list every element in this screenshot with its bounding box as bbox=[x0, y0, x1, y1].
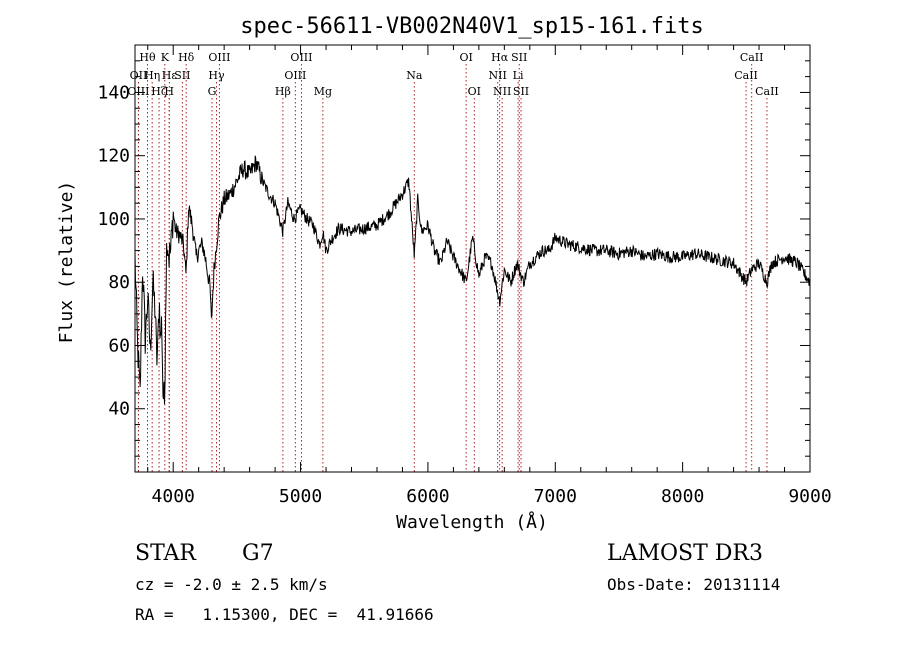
spectral-line-label: SII bbox=[513, 85, 529, 98]
spectral-line-label: Hθ bbox=[139, 51, 156, 64]
spectral-line-label: Hγ bbox=[208, 69, 225, 82]
y-tick-label: 60 bbox=[108, 335, 130, 356]
y-axis-label: Flux (relative) bbox=[56, 181, 77, 344]
x-tick-label: 8000 bbox=[661, 486, 704, 507]
object-class: STAR bbox=[135, 541, 197, 566]
spectral-line-label: CaII bbox=[755, 85, 779, 98]
spectral-line-label: Hβ bbox=[275, 85, 291, 98]
x-tick-label: 4000 bbox=[152, 486, 195, 507]
y-tick-label: 40 bbox=[108, 399, 130, 420]
spectral-line-label: OI bbox=[459, 51, 472, 64]
survey-name: LAMOST DR3 bbox=[607, 541, 763, 566]
spectral-line-label: OIII bbox=[208, 51, 230, 64]
spectral-line-label: H bbox=[164, 85, 174, 98]
spectral-line-label: OII bbox=[130, 69, 148, 82]
spectral-line-label: SII bbox=[174, 69, 190, 82]
spectrum-series bbox=[134, 155, 811, 405]
chart-title: spec-56611-VB002N40V1_sp15-161.fits bbox=[240, 14, 704, 39]
spectral-line-label: CaII bbox=[734, 69, 758, 82]
y-tick-label: 80 bbox=[108, 272, 130, 293]
spectral-line-label: Li bbox=[513, 69, 524, 82]
x-axis-label: Wavelength (Å) bbox=[396, 511, 548, 533]
object-subclass: G7 bbox=[242, 541, 274, 566]
spectral-line-label: Hη bbox=[144, 69, 160, 82]
spectral-line-label: Hδ bbox=[178, 51, 195, 64]
plot-frame bbox=[134, 44, 811, 473]
y-tick-label: 100 bbox=[97, 209, 130, 230]
x-tick-label: 9000 bbox=[788, 486, 831, 507]
spectral-line-label: Na bbox=[406, 69, 423, 82]
spectral-line-label: Hζ bbox=[151, 85, 167, 98]
y-tick-label: 140 bbox=[97, 82, 130, 103]
spectral-line-label: OIII bbox=[127, 85, 149, 98]
spectral-line-label: K bbox=[161, 51, 170, 64]
redshift-velocity: cz = -2.0 ± 2.5 km/s bbox=[135, 575, 328, 594]
spectral-line-label: Hα bbox=[491, 51, 509, 64]
spectral-line-label: OIII bbox=[284, 69, 306, 82]
spectral-line-label: CaII bbox=[740, 51, 764, 64]
axis-ticks: 4000 5000 6000 7000 8000 9000 40 60 80 100 120 140 bbox=[97, 45, 832, 507]
x-tick-label: 5000 bbox=[279, 486, 322, 507]
x-tick-label: 7000 bbox=[534, 486, 577, 507]
spectral-line-label: G bbox=[208, 85, 217, 98]
flux-line bbox=[134, 155, 811, 405]
spectral-line-label: SII bbox=[511, 51, 527, 64]
spectral-line-label: OI bbox=[468, 85, 481, 98]
y-tick-label: 120 bbox=[97, 146, 130, 167]
x-tick-label: 6000 bbox=[406, 486, 449, 507]
observation-date: Obs-Date: 20131114 bbox=[607, 575, 780, 594]
spectral-line-label: Mg bbox=[314, 85, 332, 98]
spectral-line-label: NII bbox=[493, 85, 511, 98]
spectral-line-label: Hε bbox=[162, 69, 178, 82]
sky-coordinates: RA = 1.15300, DEC = 41.91666 bbox=[135, 605, 434, 624]
spectral-line-label: OIII bbox=[290, 51, 312, 64]
spectral-line-label: NII bbox=[489, 69, 507, 82]
